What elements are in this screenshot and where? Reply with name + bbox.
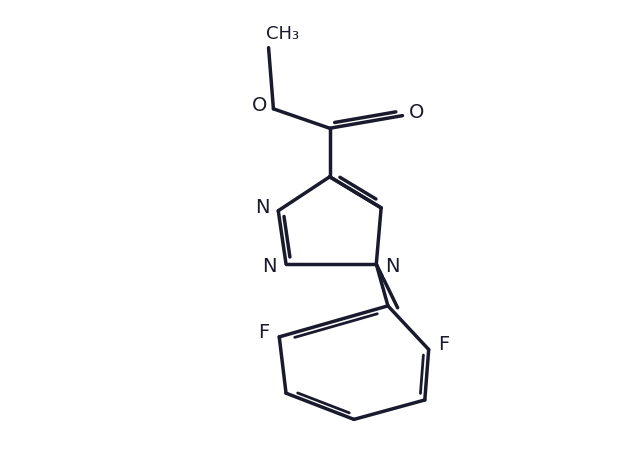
Text: O: O xyxy=(408,103,424,122)
Text: F: F xyxy=(258,322,269,342)
Text: N: N xyxy=(255,198,270,217)
Text: F: F xyxy=(438,335,450,354)
Text: CH₃: CH₃ xyxy=(266,25,299,43)
Text: N: N xyxy=(385,257,400,275)
Text: N: N xyxy=(262,257,276,275)
Text: O: O xyxy=(252,96,268,116)
